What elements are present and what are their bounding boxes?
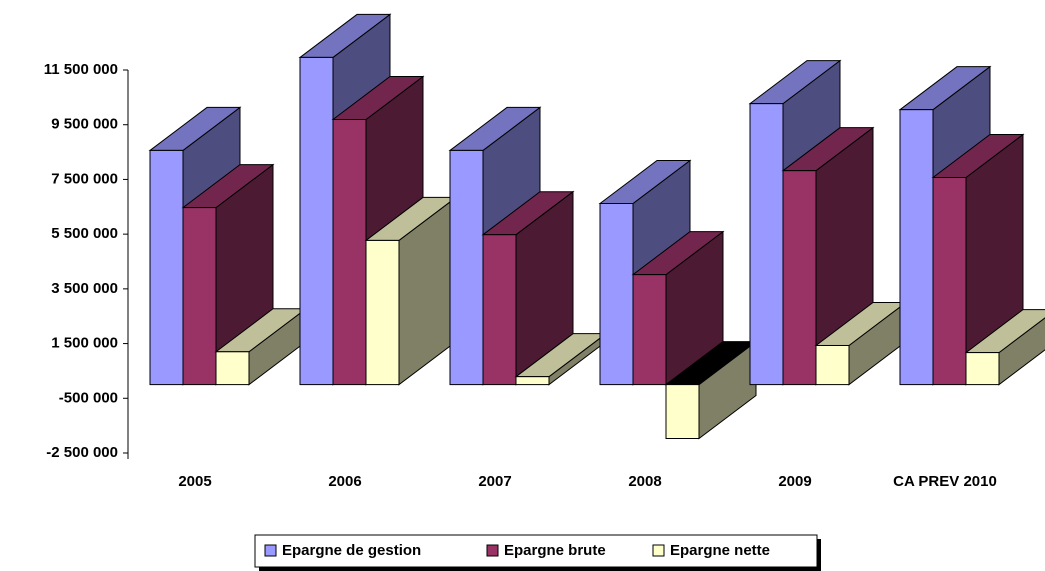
x-tick-label: 2009 [778, 473, 811, 490]
y-tick-label: -2 500 000 [46, 444, 118, 461]
bar [599, 203, 634, 386]
bar [149, 149, 184, 386]
legend-swatch [264, 544, 277, 557]
x-tick-label: 2007 [478, 473, 511, 490]
x-tick-label: 2008 [628, 473, 661, 490]
bar [815, 344, 850, 386]
bar [932, 177, 967, 386]
y-tick-label: -500 000 [59, 389, 118, 406]
y-tick-label: 5 500 000 [51, 225, 118, 242]
y-tick-label: 1 500 000 [51, 335, 118, 352]
legend-swatch [652, 544, 665, 557]
bar [632, 274, 667, 386]
bar [482, 234, 517, 386]
bar [182, 207, 217, 386]
x-tick-label: 2006 [328, 473, 361, 490]
legend-label: Epargne nette [670, 542, 770, 559]
bar [215, 351, 250, 386]
bar [515, 376, 550, 386]
legend-swatch [486, 544, 499, 557]
bar [449, 149, 484, 386]
x-tick-label: 2005 [178, 473, 211, 490]
y-tick-label: 7 500 000 [51, 170, 118, 187]
legend-label: Epargne brute [504, 542, 606, 559]
bar [965, 352, 1000, 386]
legend-label: Epargne de gestion [282, 542, 421, 559]
bar [299, 56, 334, 386]
bar [899, 109, 934, 386]
x-tick-label: CA PREV 2010 [893, 473, 997, 490]
bar [365, 239, 400, 386]
legend-frame [254, 534, 821, 571]
bar [782, 170, 817, 386]
y-tick-label: 3 500 000 [51, 280, 118, 297]
bar [749, 103, 784, 386]
y-tick-label: 11 500 000 [44, 61, 118, 78]
legend-box [254, 534, 818, 568]
bar [665, 384, 700, 440]
bar [332, 119, 367, 386]
y-tick-label: 9 500 000 [51, 116, 118, 133]
